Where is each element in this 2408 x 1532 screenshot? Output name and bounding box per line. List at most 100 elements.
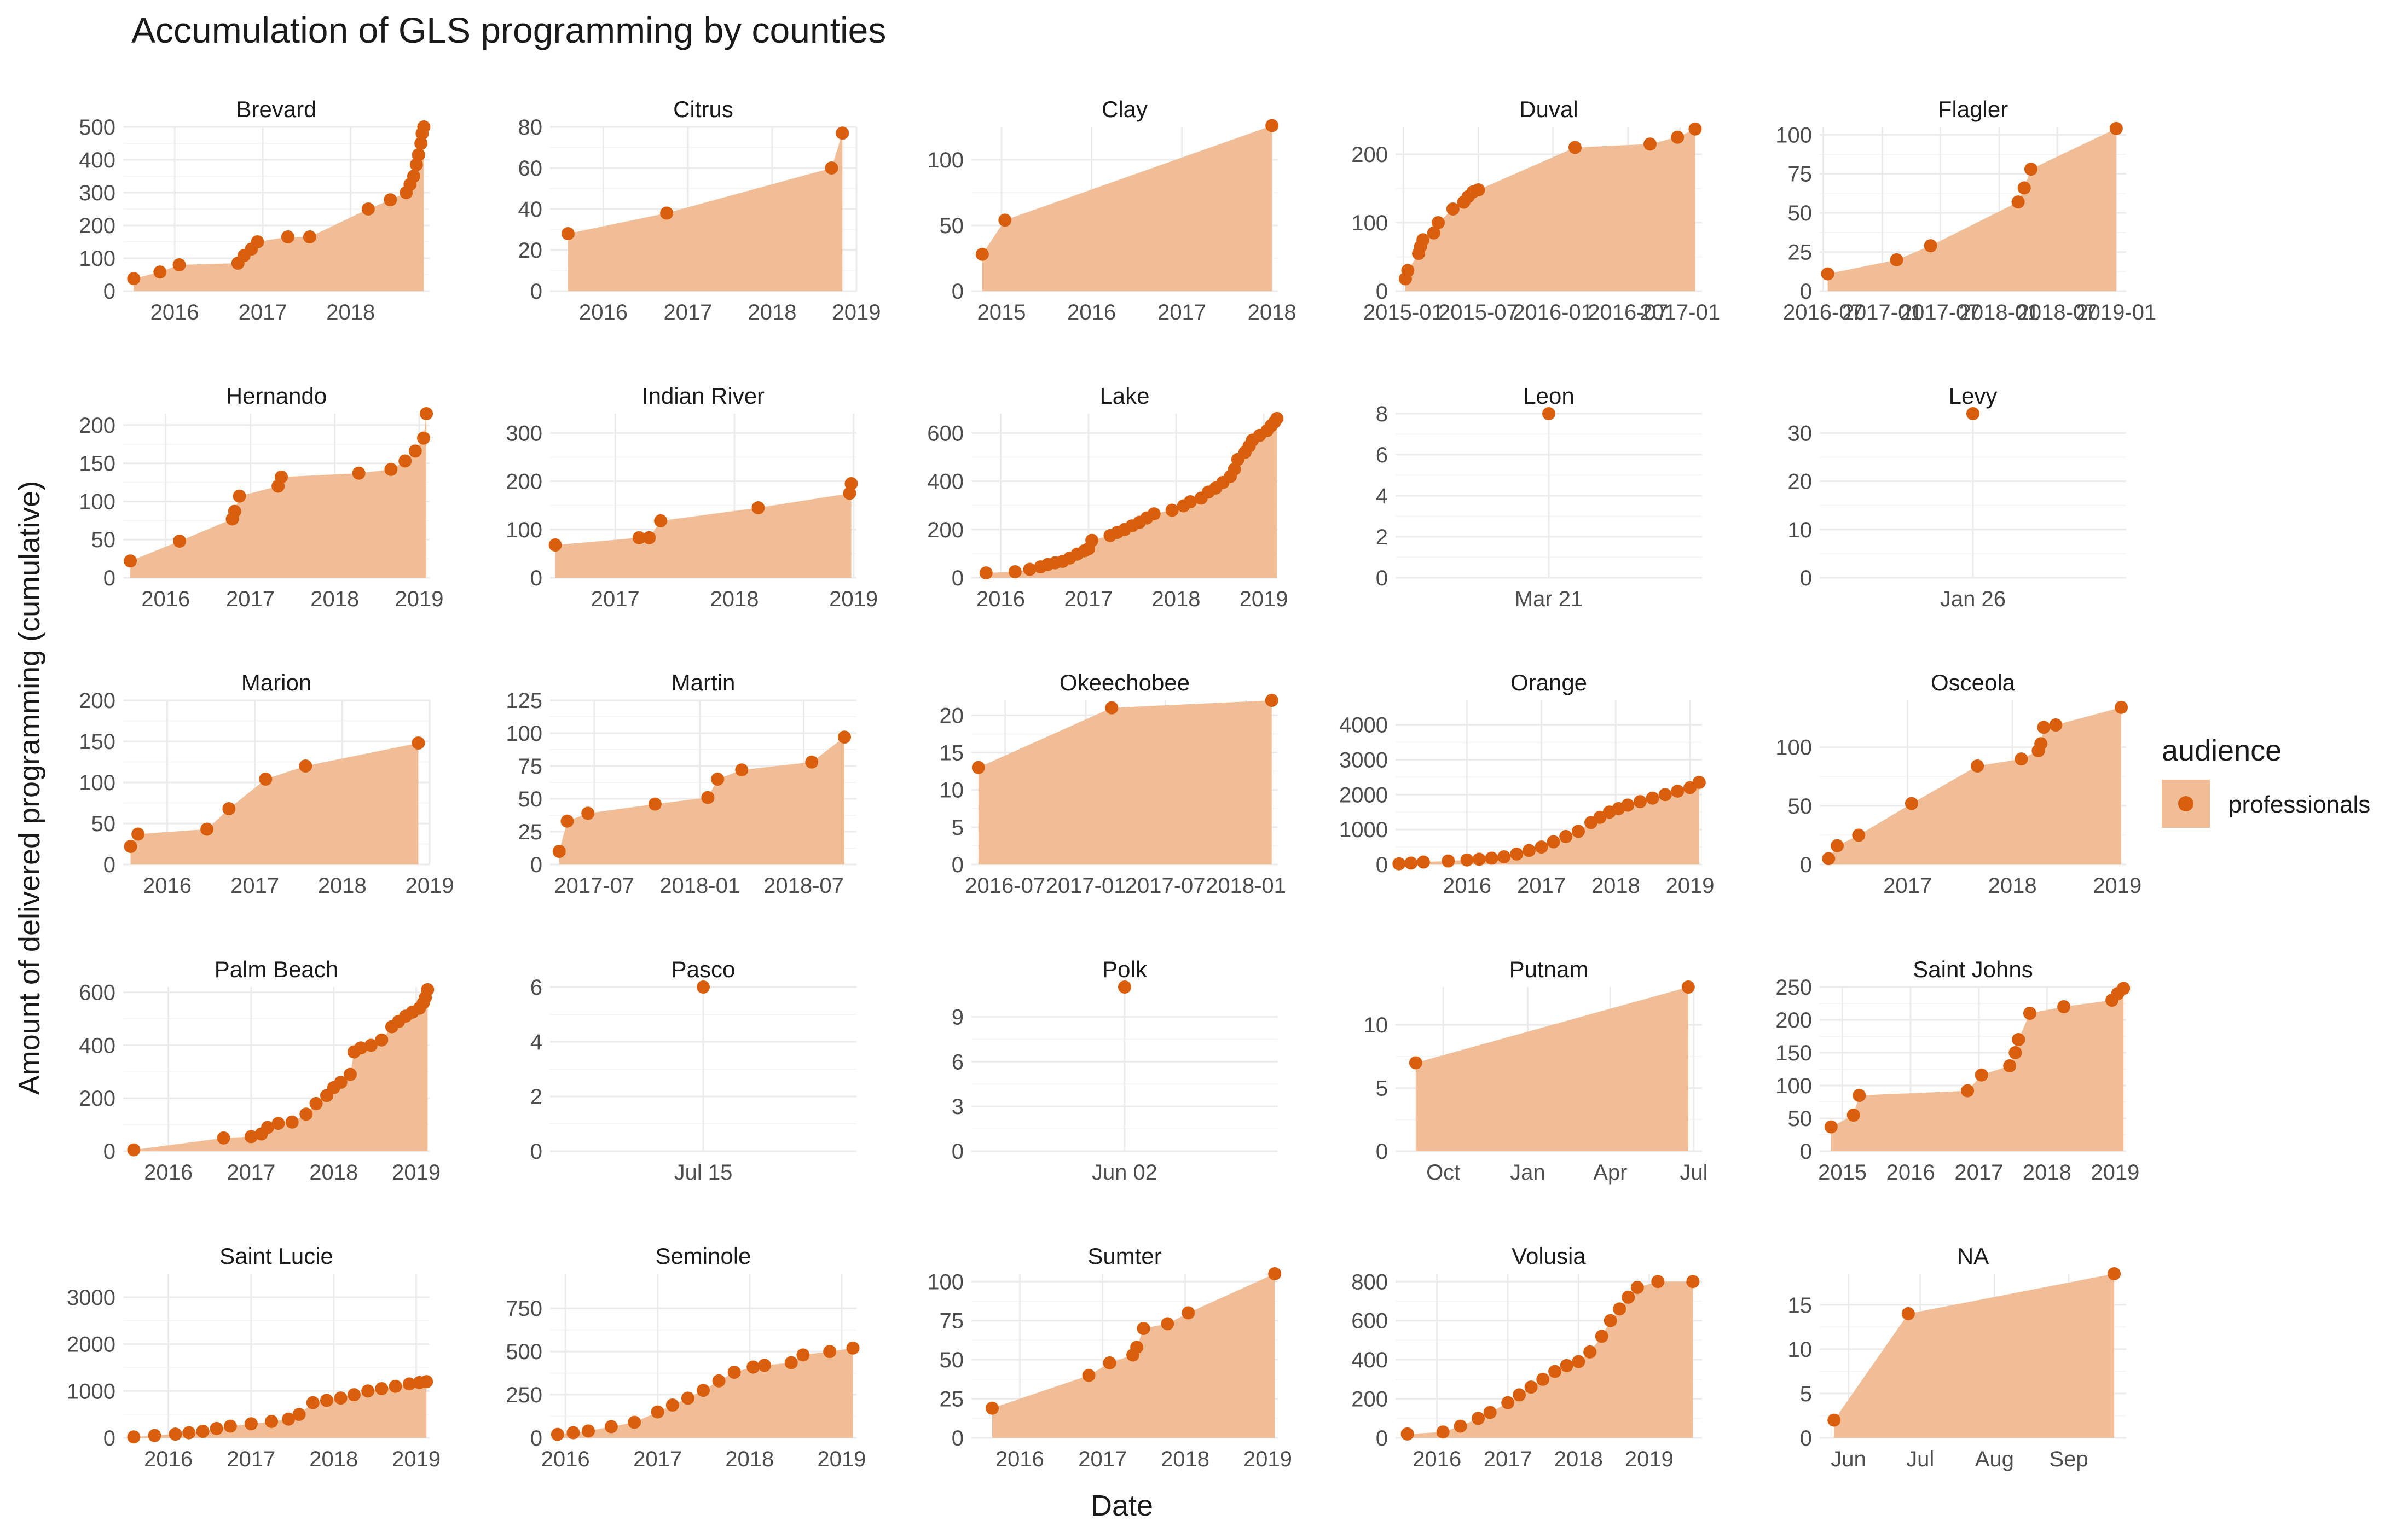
data-point [2012, 1033, 2025, 1046]
data-point [2109, 121, 2123, 135]
panel-putnam: Putnam 0 5 10 Oct Jan Apr Jul [1364, 956, 1708, 1185]
data-point [420, 1375, 433, 1389]
data-point [1472, 1412, 1485, 1425]
y-tick-label: 150 [79, 452, 115, 476]
area-volusia [1407, 1281, 1693, 1438]
y-tick-label: 250 [506, 1383, 542, 1407]
x-tick-label: 2016 [1413, 1447, 1461, 1471]
x-tick-label: 2017 [1078, 1447, 1127, 1471]
area-martin [559, 737, 844, 864]
data-point [2003, 1059, 2017, 1072]
data-point [1671, 784, 1685, 798]
data-point [1524, 1380, 1538, 1394]
data-point [735, 763, 749, 777]
x-tick-label: 2017-01 [1046, 874, 1126, 898]
data-point [1008, 565, 1022, 578]
data-point [1265, 119, 1279, 132]
data-point [1454, 1419, 1467, 1433]
x-tick-label: 2015 [1818, 1160, 1867, 1185]
panel-indian-river: Indian River 0 100 200 300 2017 2018 2019 [506, 383, 878, 611]
data-point [1431, 216, 1445, 229]
data-point [1604, 1314, 1617, 1327]
data-point [2117, 982, 2131, 995]
panel-title-indian-river: Indian River [642, 383, 765, 409]
data-point [1822, 852, 1836, 866]
x-tick-label: 2016 [143, 874, 192, 898]
panel-clay: Clay 0 50 100 2015 2016 2017 2018 [927, 96, 1296, 324]
y-tick-label: 50 [1788, 1107, 1813, 1131]
data-point [1485, 851, 1498, 865]
data-point [1622, 1290, 1635, 1304]
y-tick-label: 0 [1376, 1140, 1388, 1164]
area-putnam [1415, 987, 1688, 1151]
area-citrus [568, 133, 843, 291]
panel-lake: Lake 0 200 400 600 2016 2017 2018 2019 [927, 383, 1288, 611]
x-tick-label: 2019 [832, 300, 881, 324]
data-point [408, 444, 422, 458]
data-point [281, 230, 294, 243]
panel-palm-beach: Palm Beach 0 200 400 600 2016 2017 2018 2019 [79, 956, 441, 1185]
data-point [1416, 855, 1430, 869]
panel-duval: Duval 0 100 200 2015-012015-072016-012016-07… [1351, 96, 1720, 324]
data-point [2115, 700, 2128, 714]
data-point [124, 554, 137, 568]
data-point [823, 1345, 837, 1359]
data-point [2015, 752, 2028, 766]
y-tick-label: 0 [952, 566, 964, 590]
data-point [1827, 1413, 1841, 1427]
panel-osceola: Osceola 0 50 100 2017 2018 2019 [1775, 670, 2141, 898]
data-point [971, 761, 985, 774]
y-tick-label: 0 [103, 566, 115, 590]
panel-title-pasco: Pasco [672, 956, 736, 982]
data-point [837, 730, 851, 744]
x-tick-label: 2016-01 [1513, 300, 1593, 324]
data-point [1483, 1406, 1497, 1419]
x-tick-label: 2016 [141, 587, 190, 611]
data-point [275, 470, 288, 484]
y-tick-label: 6 [952, 1050, 964, 1074]
x-axis-label: Date [1091, 1489, 1153, 1522]
data-point [1852, 828, 1866, 842]
data-point [299, 1107, 313, 1121]
x-tick-label: Oct [1426, 1160, 1460, 1185]
data-point [642, 531, 656, 544]
y-tick-label: 400 [927, 470, 964, 494]
panel-title-lake: Lake [1099, 383, 1149, 409]
data-point [407, 170, 420, 183]
y-tick-label: 75 [940, 1309, 964, 1333]
y-tick-label: 100 [1775, 1074, 1812, 1098]
x-tick-label: Aug [1975, 1447, 2014, 1471]
y-tick-label: 20 [518, 239, 543, 263]
data-point [979, 566, 993, 580]
y-tick-label: 3000 [1339, 748, 1388, 773]
area-orange [1399, 782, 1699, 864]
y-tick-label: 150 [79, 730, 115, 754]
panel-title-duval: Duval [1519, 96, 1578, 122]
y-tick-label: 100 [506, 518, 542, 542]
data-point [169, 1427, 182, 1441]
y-tick-label: 800 [1351, 1270, 1388, 1294]
data-point [1559, 829, 1573, 843]
x-tick-label: 2015-07 [1438, 300, 1519, 324]
y-tick-label: 0 [530, 280, 542, 304]
data-point [1593, 810, 1607, 824]
data-point [548, 538, 562, 552]
y-tick-label: 100 [1775, 123, 1812, 147]
data-point [1692, 776, 1706, 789]
x-tick-label: 2018 [1988, 874, 2037, 898]
data-point [354, 1041, 368, 1055]
x-tick-label: 2016 [976, 587, 1025, 611]
y-tick-label: 2 [530, 1085, 542, 1109]
data-point [1446, 202, 1460, 216]
panel-volusia: Volusia 0 200 400 600 800 2016 2017 2018 2019 [1351, 1243, 1702, 1471]
data-point [1183, 495, 1197, 509]
panel-saint-johns: Saint Johns 0 50 100 150 200 250 2015 2016 2017 20… [1775, 956, 2139, 1185]
data-point [2008, 1046, 2022, 1059]
data-point [1497, 850, 1511, 863]
data-point [1646, 791, 1659, 805]
x-tick-label: 2017-07 [1900, 300, 1981, 324]
y-tick-label: 0 [103, 280, 115, 304]
data-point [1853, 1089, 1866, 1102]
panel-title-martin: Martin [672, 670, 736, 695]
